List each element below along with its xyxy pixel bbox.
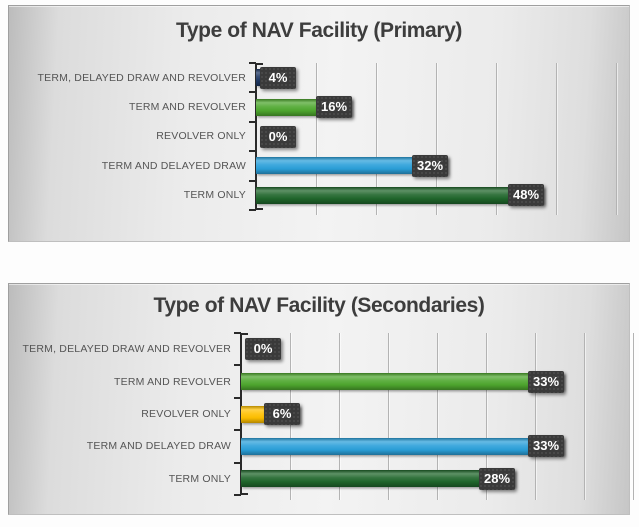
gridline xyxy=(535,333,536,500)
axis-tick xyxy=(234,364,241,366)
bar-term-only xyxy=(256,187,544,204)
value-label-term-and-delayed-draw: 32% xyxy=(412,155,448,177)
category-label-term-and-revolver: TERM AND REVOLVER xyxy=(114,375,231,388)
gridline xyxy=(436,63,437,215)
axis-tick xyxy=(234,429,241,431)
category-label-term-delayed-draw-and-revolver: TERM, DELAYED DRAW AND REVOLVER xyxy=(22,343,231,356)
gridline xyxy=(633,333,634,500)
gridline xyxy=(486,333,487,500)
axis-tick xyxy=(234,332,241,334)
category-label-revolver-only: REVOLVER ONLY xyxy=(141,407,231,420)
axis-tick xyxy=(257,63,263,65)
bar-term-and-revolver xyxy=(241,373,564,390)
value-label-term-only: 28% xyxy=(479,468,515,490)
chart-panel-secondaries: Type of NAV Facility (Secondaries) 0% 33%… xyxy=(8,283,634,515)
bar-term-only xyxy=(241,470,515,487)
axis-tick xyxy=(242,493,248,495)
category-label-term-and-delayed-draw: TERM AND DELAYED DRAW xyxy=(86,440,231,453)
value-label-revolver-only: 0% xyxy=(260,126,296,148)
value-label-term-delayed-draw-and-revolver: 4% xyxy=(260,67,296,89)
bar-term-and-delayed-draw xyxy=(256,157,448,174)
value-label-term-delayed-draw-and-revolver: 0% xyxy=(245,338,281,360)
axis-tick xyxy=(234,494,241,496)
gridline xyxy=(388,333,389,500)
gridline xyxy=(376,63,377,215)
category-label-term-and-delayed-draw: TERM AND DELAYED DRAW xyxy=(101,159,246,172)
gridline xyxy=(584,333,585,500)
gridline xyxy=(316,63,317,215)
category-label-term-only: TERM ONLY xyxy=(183,189,246,202)
axis-tick xyxy=(249,62,256,64)
category-label-term-only: TERM ONLY xyxy=(168,472,231,485)
chart-title-primary: Type of NAV Facility (Primary) xyxy=(176,19,462,42)
gridline xyxy=(437,333,438,500)
plot-area-secondaries: 0% 33% 6% 33% 28% xyxy=(234,332,634,500)
axis-tick xyxy=(234,462,241,464)
value-label-term-and-delayed-draw: 33% xyxy=(528,435,564,457)
axis-tick xyxy=(249,209,256,211)
y-axis-line xyxy=(255,63,257,210)
axis-tick xyxy=(242,333,248,335)
chart-panel-primary: Type of NAV Facility (Primary) 4% 16% 0% 32… xyxy=(8,5,630,242)
plot-area-primary: 4% 16% 0% 32% 48% xyxy=(249,62,633,215)
value-label-term-only: 48% xyxy=(508,184,544,206)
axis-tick xyxy=(249,91,256,93)
axis-tick xyxy=(249,121,256,123)
axis-tick xyxy=(234,397,241,399)
chart-title-secondaries: Type of NAV Facility (Secondaries) xyxy=(153,294,485,317)
value-label-revolver-only: 6% xyxy=(264,403,300,425)
gridline xyxy=(556,63,557,215)
bar-term-and-delayed-draw xyxy=(241,438,564,455)
category-label-term-delayed-draw-and-revolver: TERM, DELAYED DRAW AND REVOLVER xyxy=(37,71,246,84)
category-label-revolver-only: REVOLVER ONLY xyxy=(156,130,246,143)
gridline xyxy=(339,333,340,500)
axis-tick xyxy=(257,208,263,210)
category-label-term-and-revolver: TERM AND REVOLVER xyxy=(129,101,246,114)
gridline xyxy=(616,63,617,215)
value-label-term-and-revolver: 16% xyxy=(316,96,352,118)
axis-tick xyxy=(249,150,256,152)
gridline xyxy=(496,63,497,215)
axis-tick xyxy=(249,180,256,182)
value-label-term-and-revolver: 33% xyxy=(528,371,564,393)
